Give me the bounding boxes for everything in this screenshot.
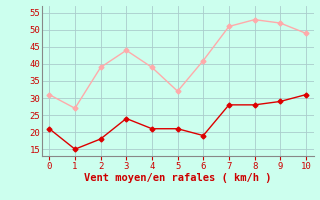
X-axis label: Vent moyen/en rafales ( km/h ): Vent moyen/en rafales ( km/h ) [84, 173, 271, 183]
